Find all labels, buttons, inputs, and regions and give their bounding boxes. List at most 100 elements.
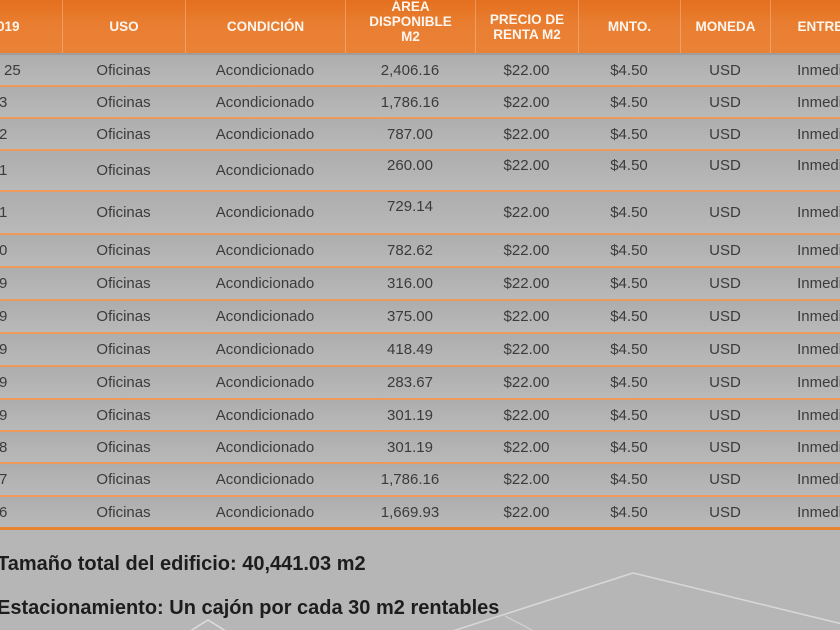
table-row: 9 Oficinas Acondicionado 283.67 $22.00 $4.50 U… (0, 365, 840, 398)
cell-floor: 3 (0, 87, 62, 117)
cell-text: USD (709, 157, 741, 174)
cell-condicion: Acondicionado (185, 55, 345, 85)
cell-text: 301.19 (387, 406, 433, 424)
cell-text: Inmediata (797, 275, 840, 292)
cell-entrega: Inmediata (770, 497, 840, 527)
cell-text: Oficinas (96, 242, 151, 259)
cell-text: Inmediata (797, 438, 840, 456)
cell-area: 301.19 (345, 400, 475, 430)
cell-uso: Oficinas (62, 464, 185, 495)
cell-text: Acondicionado (215, 242, 315, 259)
cell-floor: 9 (0, 334, 62, 365)
cell-entrega: Inmediata (770, 192, 840, 233)
cell-text: Inmediata (797, 204, 840, 221)
cell-text: $4.50 (610, 438, 648, 456)
cell-text: $4.50 (610, 374, 648, 391)
cell-floor: 2 (0, 119, 62, 149)
cell-uso: Oficinas (62, 119, 185, 149)
cell-mnto: $4.50 (578, 87, 680, 117)
cell-text: Oficinas (96, 162, 151, 179)
cell-text: Oficinas (96, 374, 151, 391)
cell-moneda: USD (680, 367, 770, 398)
cell-text: $22.00 (503, 204, 550, 221)
column-header-area: ÁREA DISPONIBLE M2 (345, 0, 475, 53)
cell-text: Oficinas (96, 471, 151, 488)
cell-precio: $22.00 (475, 192, 578, 233)
cell-uso: Oficinas (62, 432, 185, 462)
cell-text: $22.00 (503, 471, 550, 488)
cell-text: 9 (0, 341, 8, 358)
cell-precio: $22.00 (475, 119, 578, 149)
cell-text: $22.00 (503, 125, 550, 143)
cell-precio: $22.00 (475, 55, 578, 85)
cell-moneda: USD (680, 464, 770, 495)
cell-text: Inmediata (797, 471, 840, 488)
cell-entrega: Inmediata (770, 334, 840, 365)
cell-text: 2,406.16 (380, 61, 440, 79)
column-header-label: USO (109, 19, 139, 34)
cell-mnto: $4.50 (578, 367, 680, 398)
column-header-moneda: MONEDA (680, 0, 770, 53)
cell-text: $4.50 (610, 157, 648, 174)
table-row: 7 Oficinas Acondicionado 1,786.16 $22.00 $4.5… (0, 462, 840, 495)
cell-text: Inmediata (797, 341, 840, 358)
cell-text: $22.00 (503, 242, 550, 259)
cell-area: 729.14 (345, 186, 475, 227)
cell-condicion: Acondicionado (185, 301, 345, 332)
cell-area: 1,669.93 (345, 497, 475, 527)
cell-precio: $22.00 (475, 464, 578, 495)
cell-condicion: Acondicionado (185, 400, 345, 430)
cell-uso: Oficinas (62, 301, 185, 332)
cell-text: 25 (4, 61, 21, 79)
cell-text: 316.00 (387, 275, 433, 292)
cell-text: USD (709, 438, 741, 456)
cell-floor: 6 (0, 497, 62, 527)
cell-text: 787.00 (387, 125, 433, 143)
cell-moneda: USD (680, 87, 770, 117)
table-row: 9 Oficinas Acondicionado 418.49 $22.00 $4.50 U… (0, 332, 840, 365)
availability-table: 019USOCONDICIÓNÁREADISPONIBLEM2PRECIO DE… (0, 0, 840, 530)
cell-text: $4.50 (610, 471, 648, 488)
cell-text: 0 (0, 242, 8, 259)
cell-mnto: $4.50 (578, 268, 680, 299)
cell-text: Inmediata (797, 125, 840, 143)
cell-uso: Oficinas (62, 235, 185, 266)
cell-text: 7 (0, 471, 8, 488)
cell-text: $22.00 (503, 61, 550, 79)
cell-mnto: $4.50 (578, 334, 680, 365)
column-header-label: CONDICIÓN (226, 19, 305, 34)
cell-text: 782.62 (387, 242, 433, 259)
cell-entrega: Inmediata (770, 367, 840, 398)
cell-uso: Oficinas (62, 192, 185, 233)
cell-text: 729.14 (387, 198, 433, 215)
table-row: 1 Oficinas Acondicionado 260.00 $22.00 $4.50 U… (0, 149, 840, 190)
cell-text: $22.00 (503, 157, 550, 174)
cell-condicion: Acondicionado (185, 268, 345, 299)
cell-text: 260.00 (387, 157, 433, 174)
cell-condicion: Acondicionado (185, 334, 345, 365)
column-header-label: M2 (401, 28, 420, 44)
cell-entrega: Inmediata (770, 55, 840, 85)
cell-text: USD (709, 204, 741, 221)
column-header-label: ÁREA (391, 0, 430, 14)
cell-text: $4.50 (610, 341, 648, 358)
table-row: 25 Oficinas Acondicionado 2,406.16 $22.00 $4.… (0, 55, 840, 85)
cell-text: Inmediata (797, 308, 840, 325)
parking-ratio-text: Estacionamiento: Un cajón por cada 30 m2… (0, 597, 500, 619)
cell-moneda: USD (680, 55, 770, 85)
cell-text: $4.50 (610, 125, 648, 143)
cell-area: 787.00 (345, 119, 475, 149)
cell-text: Inmediata (797, 157, 840, 174)
cell-text: 1,786.16 (380, 471, 440, 488)
cell-entrega: Inmediata (770, 119, 840, 149)
cell-moneda: USD (680, 432, 770, 462)
cell-mnto: $4.50 (578, 192, 680, 233)
column-header-label: RENTA M2 (493, 26, 561, 42)
cell-condicion: Acondicionado (185, 192, 345, 233)
cell-precio: $22.00 (475, 334, 578, 365)
cell-text: Inmediata (797, 61, 840, 79)
column-header-label: ENTREGA (797, 19, 840, 34)
cell-text: Oficinas (96, 125, 151, 143)
cell-text: $22.00 (503, 308, 550, 325)
